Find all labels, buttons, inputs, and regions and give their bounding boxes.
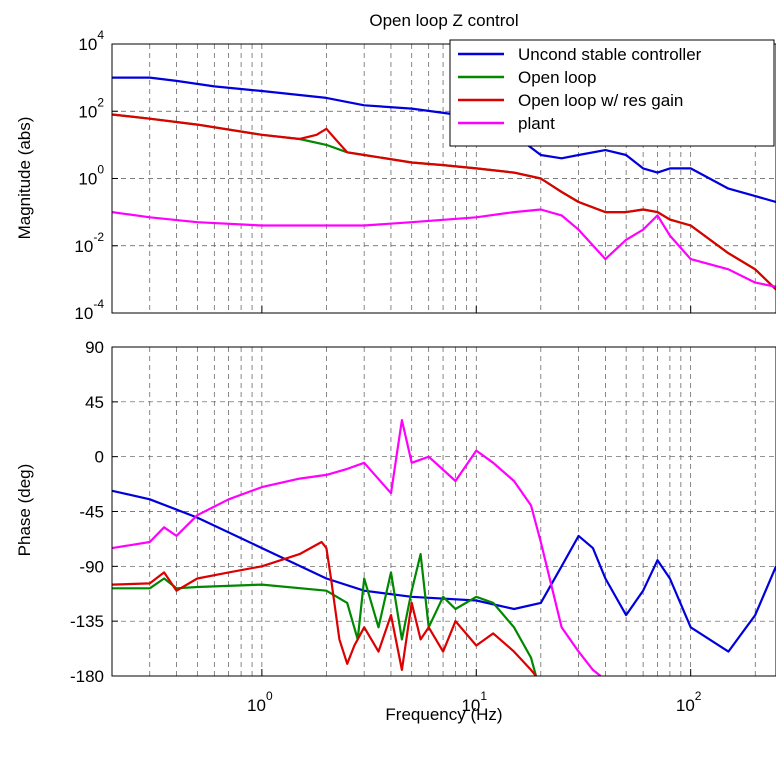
series-line-open-loop-w-res-gain	[112, 540, 537, 676]
phase-axis-label: Phase (deg)	[15, 464, 34, 557]
series-line-open-loop-w-res-gain	[112, 113, 776, 291]
y-tick-label: -90	[79, 557, 104, 576]
legend-label: plant	[518, 114, 555, 133]
y-tick-label: 104	[78, 28, 104, 54]
y-tick-label: 100	[78, 163, 104, 189]
x-tick-exponent: 0	[266, 689, 273, 703]
x-tick-label: 100	[247, 689, 273, 715]
legend: Uncond stable controller Open loop Open lo…	[449, 39, 775, 147]
x-tick-exponent: 1	[480, 689, 487, 703]
series-line-plant	[112, 208, 776, 288]
x-tick-exponent: 2	[695, 689, 702, 703]
y-tick-label: 45	[85, 393, 104, 412]
y-tick-label: 90	[85, 338, 104, 357]
frequency-axis-label: Frequency (Hz)	[385, 705, 502, 724]
legend-label: Open loop w/ res gain	[518, 91, 683, 110]
legend-label: Open loop	[518, 68, 596, 87]
series-line-uncond-stable-controller	[112, 76, 776, 204]
magnitude-axis-label: Magnitude (abs)	[15, 117, 34, 240]
chart-title: Open loop Z control	[369, 11, 518, 30]
y-tick-exponent: 4	[97, 28, 104, 42]
series-line-uncond-stable-controller	[112, 489, 776, 653]
y-tick-label: -45	[79, 503, 104, 522]
series-line-open-loop	[112, 552, 538, 676]
y-tick-exponent: 0	[97, 163, 104, 177]
series-group	[112, 76, 776, 291]
y-tick-label: -180	[70, 667, 104, 686]
y-tick-label: -135	[70, 612, 104, 631]
y-tick-exponent: -4	[93, 297, 104, 311]
x-tick-label: 102	[676, 689, 702, 715]
y-tick-label: 102	[78, 95, 104, 121]
y-tick-label: 0	[95, 448, 104, 467]
legend-label: Uncond stable controller	[518, 45, 702, 64]
y-tick-exponent: 2	[97, 95, 104, 109]
legend-box	[449, 39, 775, 147]
series-line-plant	[112, 419, 602, 676]
y-tick-label: 10-4	[74, 297, 104, 323]
y-tick-exponent: -2	[93, 230, 104, 244]
y-tick-label: 10-2	[74, 230, 104, 256]
series-group	[112, 419, 776, 676]
